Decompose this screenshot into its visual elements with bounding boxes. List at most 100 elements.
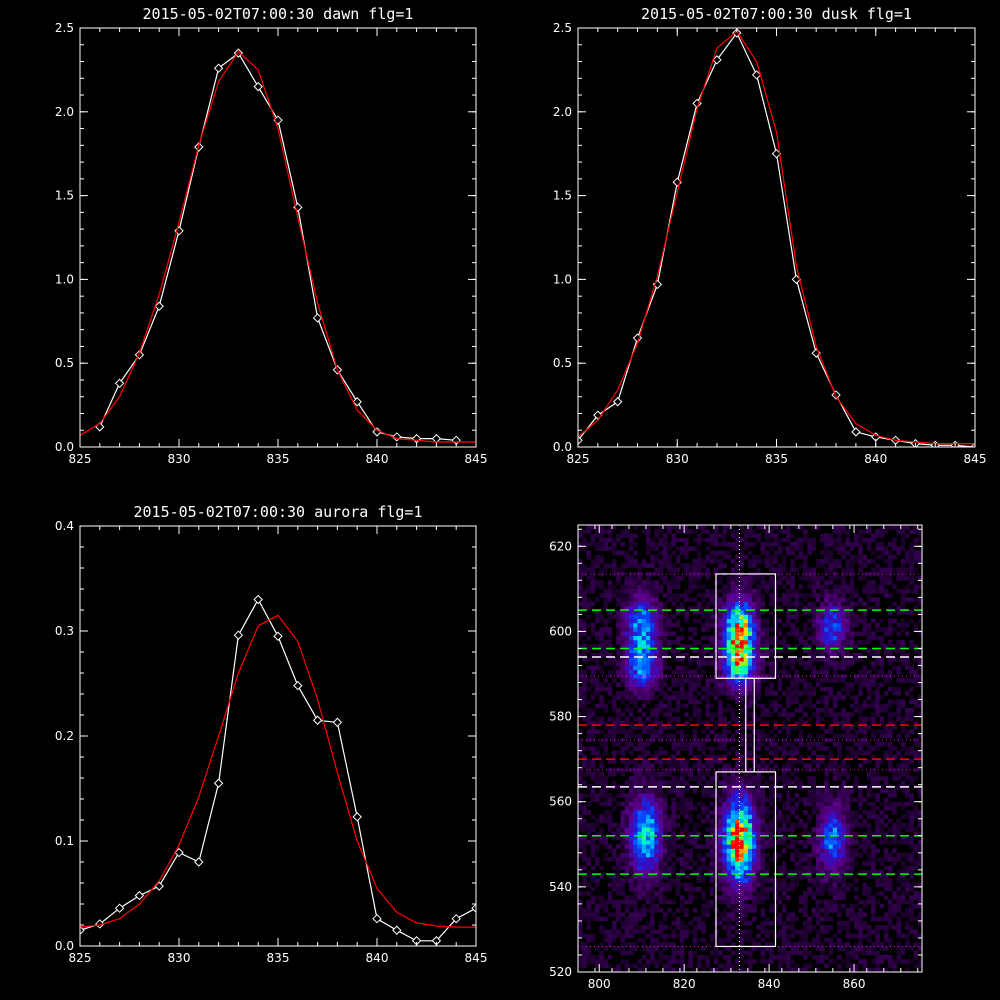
heatmap-pixel	[747, 733, 753, 739]
heatmap-pixel	[607, 563, 613, 568]
heatmap-pixel	[739, 610, 744, 615]
heatmap-pixel	[578, 823, 583, 828]
heatmap-pixel	[820, 622, 825, 628]
heatmap-pixel	[786, 793, 791, 798]
heatmap-pixel	[837, 648, 842, 654]
heatmap-pixel	[760, 925, 766, 930]
heatmap-pixel	[705, 959, 710, 964]
heatmap-pixel	[637, 597, 643, 602]
heatmap-pixel	[786, 767, 791, 773]
heatmap-pixel	[781, 882, 787, 888]
heatmap-pixel	[679, 729, 685, 734]
heatmap-pixel	[841, 529, 846, 534]
heatmap-pixel	[760, 869, 766, 875]
data-point-marker	[233, 630, 244, 640]
heatmap-pixel	[641, 720, 647, 726]
heatmap-pixel	[633, 648, 638, 654]
heatmap-pixel	[760, 823, 766, 828]
heatmap-pixel	[760, 801, 766, 807]
heatmap-pixel	[662, 954, 668, 960]
heatmap-pixel	[637, 665, 643, 671]
heatmap-pixel	[603, 542, 609, 547]
heatmap-pixel	[662, 610, 668, 615]
heatmap-pixel	[641, 729, 647, 734]
heatmap-pixel	[607, 686, 613, 692]
heatmap-pixel	[832, 695, 838, 700]
heatmap-pixel	[641, 840, 647, 845]
heatmap-pixel	[599, 669, 604, 675]
heatmap-pixel	[743, 882, 749, 888]
heatmap-pixel	[747, 882, 753, 888]
heatmap-pixel	[841, 865, 846, 871]
heatmap-pixel	[654, 669, 659, 675]
heatmap-pixel	[786, 614, 791, 619]
heatmap-pixel	[586, 882, 592, 888]
heatmap-pixel	[637, 835, 643, 841]
heatmap-pixel	[807, 635, 812, 641]
heatmap-pixel	[641, 903, 647, 909]
heatmap-pixel	[599, 929, 604, 934]
heatmap-pixel	[709, 874, 715, 879]
heatmap-pixel	[628, 720, 634, 726]
heatmap-pixel	[658, 788, 664, 794]
heatmap-pixel	[807, 601, 812, 607]
heatmap-pixel	[616, 908, 621, 913]
heatmap-pixel	[692, 937, 698, 943]
heatmap-pixel	[603, 627, 609, 632]
heatmap-pixel	[633, 588, 638, 594]
heatmap-pixel	[739, 903, 744, 909]
heatmap-pixel	[803, 967, 808, 972]
heatmap-pixel	[807, 831, 812, 837]
heatmap-pixel	[654, 895, 659, 900]
heatmap-pixel	[769, 533, 774, 539]
heatmap-pixel	[696, 801, 702, 807]
heatmap-pixel	[718, 550, 723, 556]
heatmap-pixel	[837, 559, 842, 564]
heatmap-pixel	[803, 912, 808, 917]
heatmap-pixel	[641, 559, 647, 564]
heatmap-pixel	[773, 554, 778, 560]
heatmap-pixel	[722, 963, 727, 969]
heatmap-pixel	[769, 823, 774, 828]
heatmap-pixel	[743, 852, 749, 858]
heatmap-pixel	[722, 895, 727, 900]
heatmap-pixel	[739, 950, 744, 956]
heatmap-pixel	[845, 933, 851, 939]
heatmap-pixel	[709, 886, 715, 892]
heatmap-pixel	[684, 771, 689, 777]
heatmap-pixel	[645, 920, 651, 926]
heatmap-pixel	[671, 597, 676, 602]
heatmap-pixel	[752, 554, 757, 560]
heatmap-pixel	[662, 814, 668, 820]
heatmap-pixel	[722, 767, 727, 773]
heatmap-pixel	[654, 703, 659, 709]
heatmap-pixel	[824, 771, 829, 777]
heatmap-pixel	[637, 891, 643, 896]
heatmap-pixel	[599, 529, 604, 534]
heatmap-pixel	[709, 801, 715, 807]
heatmap-pixel	[650, 559, 655, 564]
heatmap-pixel	[633, 942, 638, 947]
heatmap-pixel	[620, 814, 626, 820]
heatmap-pixel	[641, 776, 647, 781]
heatmap-pixel	[624, 797, 630, 803]
heatmap-pixel	[735, 895, 740, 900]
heatmap-pixel	[837, 942, 842, 947]
heatmap-pixel	[688, 695, 693, 700]
heatmap-pixel	[594, 678, 600, 683]
heatmap-pixel	[747, 695, 753, 700]
heatmap-pixel	[696, 678, 702, 683]
heatmap-pixel	[803, 801, 808, 807]
heatmap-pixel	[658, 882, 664, 888]
heatmap-pixel	[824, 546, 829, 551]
heatmap-pixel	[586, 648, 592, 654]
heatmap-pixel	[637, 571, 643, 577]
heatmap-pixel	[769, 920, 774, 926]
heatmap-pixel	[684, 805, 689, 811]
heatmap-pixel	[696, 814, 702, 820]
heatmap-pixel	[628, 942, 634, 947]
heatmap-pixel	[658, 652, 664, 658]
heatmap-pixel	[633, 639, 638, 645]
heatmap-pixel	[603, 750, 609, 756]
heatmap-pixel	[781, 865, 787, 871]
